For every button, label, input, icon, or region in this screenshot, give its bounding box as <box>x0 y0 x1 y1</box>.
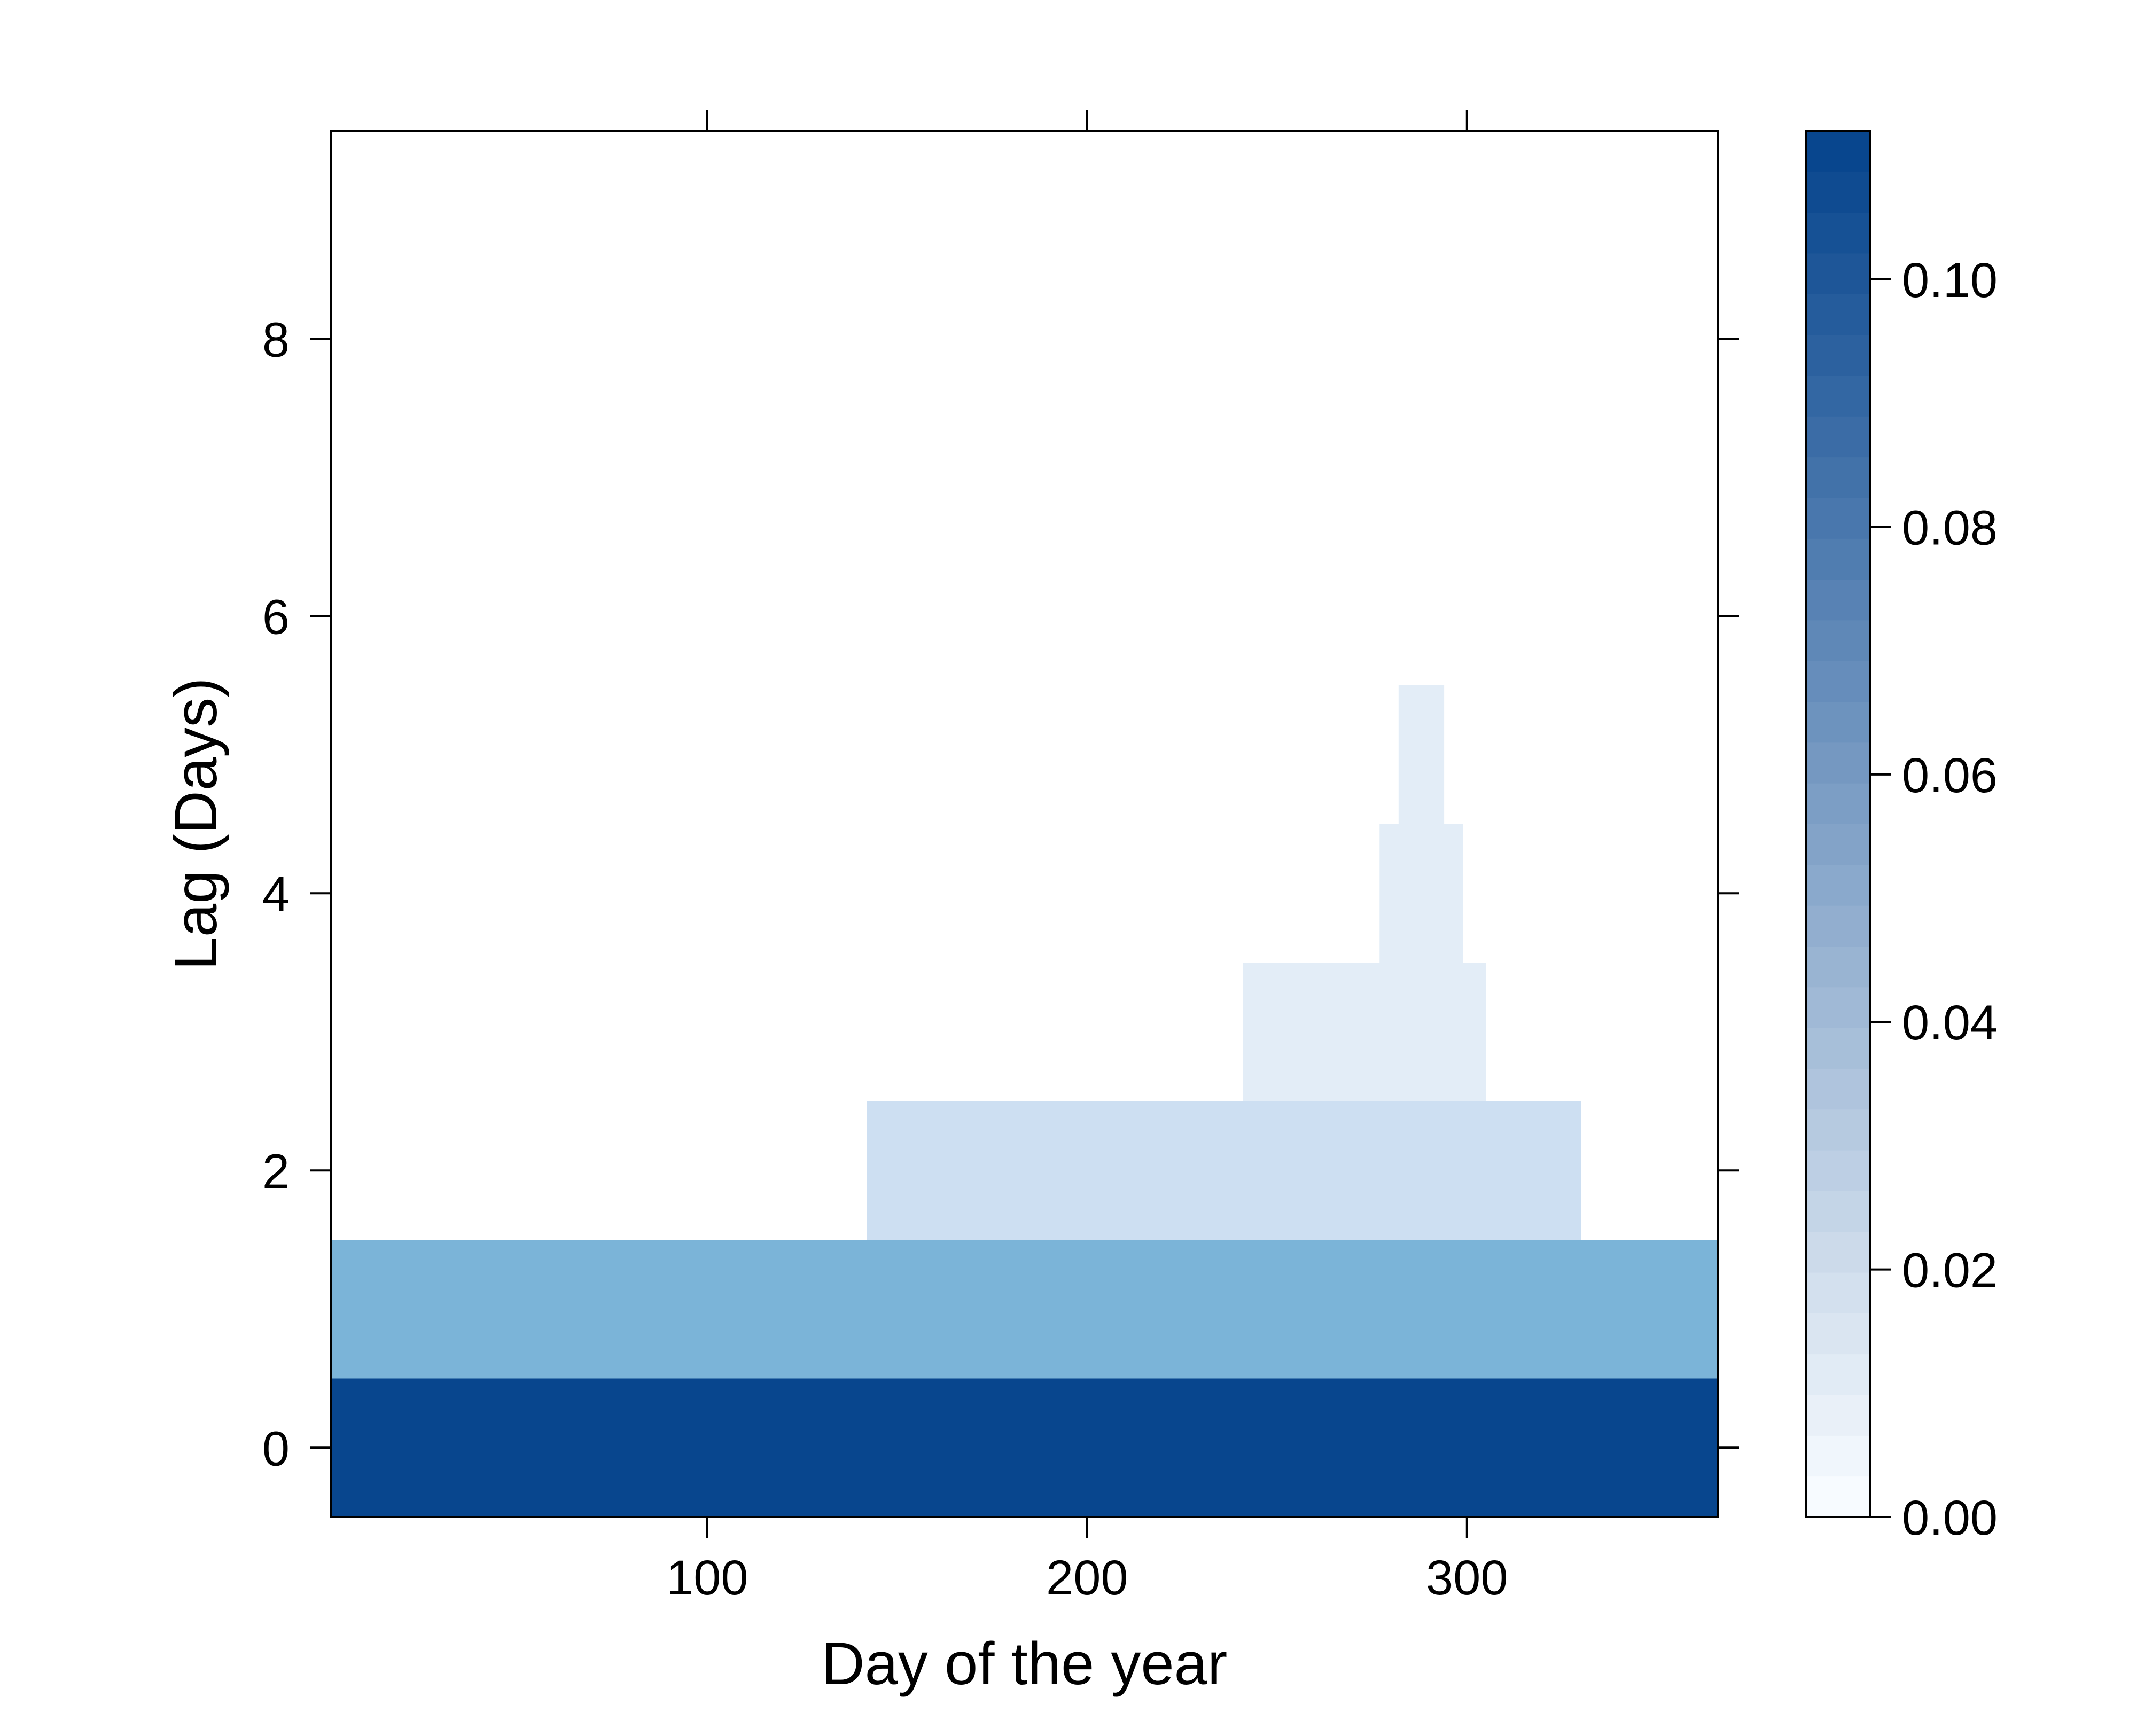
colorbar-step <box>1806 1435 1870 1477</box>
colorbar-step <box>1806 1476 1870 1518</box>
colorbar-step <box>1806 824 1870 865</box>
heatmap-cell-lag-2 <box>867 1101 1581 1240</box>
heatmap-cell-lag-1 <box>331 1240 1718 1379</box>
heatmap-cells <box>331 685 1718 1517</box>
colorbar-tick-label: 0.06 <box>1902 748 1998 803</box>
colorbar-step <box>1806 742 1870 784</box>
y-axis: 0 2 4 6 8 <box>262 312 1739 1476</box>
colorbar-step <box>1806 1068 1870 1110</box>
colorbar-step <box>1806 253 1870 294</box>
colorbar-step <box>1806 212 1870 254</box>
colorbar-frame <box>1805 130 1871 1518</box>
heatmap-cell-lag-4 <box>1379 824 1463 963</box>
colorbar-step <box>1806 1150 1870 1191</box>
colorbar-step <box>1806 1191 1870 1232</box>
colorbar-step <box>1806 538 1870 580</box>
y-tick-label-2: 2 <box>262 1144 290 1199</box>
x-axis-title: Day of the year <box>822 1630 1228 1697</box>
colorbar-step <box>1806 294 1870 335</box>
colorbar-step <box>1806 497 1870 539</box>
colorbar-step <box>1806 457 1870 498</box>
heatmap-cell-lag-3 <box>1243 963 1486 1101</box>
colorbar-step <box>1806 1313 1870 1355</box>
colorbar-step <box>1806 946 1870 988</box>
y-tick-label-4: 4 <box>262 867 290 921</box>
colorbar-step <box>1806 1354 1870 1395</box>
heatmap-cell-lag-5 <box>1398 685 1445 824</box>
colorbar-tick-label: 0.04 <box>1902 996 1998 1050</box>
y-tick-label-8: 8 <box>262 312 290 367</box>
x-tick-label-100: 100 <box>666 1551 748 1605</box>
colorbar-step <box>1806 620 1870 661</box>
colorbar-step <box>1806 987 1870 1028</box>
colorbar-step <box>1806 1231 1870 1273</box>
y-tick-label-0: 0 <box>262 1421 290 1476</box>
colorbar-step <box>1806 579 1870 621</box>
heatmap-cell-lag-0 <box>331 1378 1718 1517</box>
colorbar-tick-label: 0.08 <box>1902 501 1998 555</box>
colorbar-step <box>1806 783 1870 824</box>
x-tick-label-300: 300 <box>1426 1551 1508 1605</box>
x-tick-label-200: 200 <box>1046 1551 1128 1605</box>
colorbar-step <box>1806 1028 1870 1069</box>
colorbar-step <box>1806 131 1870 172</box>
colorbar-step <box>1806 701 1870 743</box>
colorbar-step <box>1806 864 1870 906</box>
colorbar-step <box>1806 334 1870 376</box>
y-axis-title: Lag (Days) <box>162 678 229 971</box>
y-tick-label-6: 6 <box>262 590 290 644</box>
colorbar-step <box>1806 1109 1870 1151</box>
colorbar-tick-label: 0.02 <box>1902 1244 1998 1298</box>
colorbar-step <box>1806 1395 1870 1436</box>
x-axis: 100 200 300 <box>666 110 1508 1605</box>
colorbar-tick-label: 0.00 <box>1902 1491 1998 1545</box>
colorbar-step <box>1806 171 1870 213</box>
plot-frame <box>330 130 1719 1518</box>
colorbar-step <box>1806 661 1870 702</box>
colorbar-step <box>1806 416 1870 458</box>
colorbar-step <box>1806 375 1870 417</box>
colorbar-step <box>1806 905 1870 947</box>
colorbar-step <box>1806 1272 1870 1313</box>
colorbar: 0.00 0.02 0.04 0.06 0.08 0.10 <box>1805 130 1998 1545</box>
colorbar-tick-label: 0.10 <box>1902 253 1998 308</box>
